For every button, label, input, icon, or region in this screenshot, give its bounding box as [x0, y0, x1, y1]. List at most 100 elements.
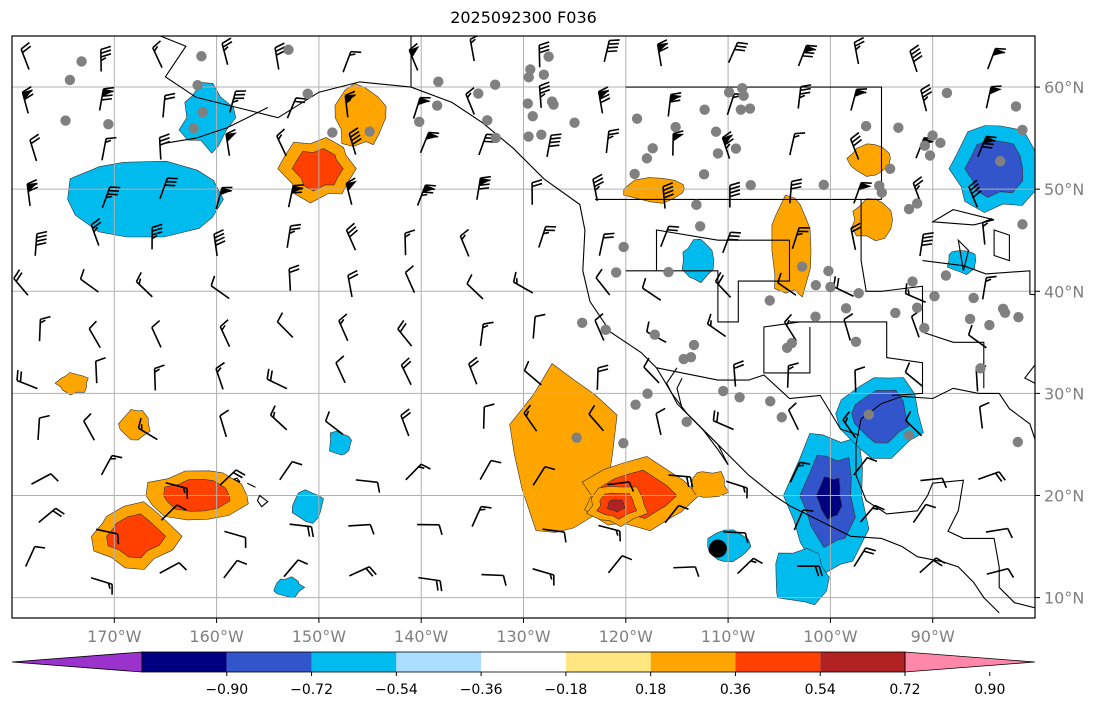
station-marker	[723, 87, 735, 98]
station-marker	[796, 261, 808, 272]
station-marker	[600, 324, 611, 335]
wind-barb	[853, 36, 865, 65]
wind-barb	[419, 131, 440, 154]
wind-barb	[605, 128, 620, 154]
wind-barb	[13, 269, 29, 296]
wind-barb	[88, 320, 101, 349]
negative-anomaly-6-level-1	[775, 547, 830, 606]
negative-anomaly-5-level-2	[851, 389, 910, 444]
lon-label: 170°W	[87, 627, 142, 646]
wind-barb	[656, 39, 669, 67]
station-marker	[197, 106, 208, 118]
wind-barb	[672, 130, 685, 156]
wind-barb	[512, 271, 534, 294]
station-marker	[781, 342, 793, 354]
wind-barb	[598, 232, 615, 256]
wind-barb	[673, 566, 700, 578]
maui-island	[247, 482, 256, 488]
negative-anomaly-9	[329, 430, 352, 456]
wind-barb	[90, 577, 113, 595]
anomaly-fill-layer	[54, 82, 1035, 606]
lon-label: 150°W	[292, 627, 347, 646]
colorbar-bin	[820, 652, 905, 672]
station-marker	[876, 187, 888, 198]
wind-barb	[100, 45, 112, 72]
wind-barb	[481, 573, 507, 586]
station-marker	[536, 129, 547, 140]
station-marker	[884, 163, 896, 174]
wind-barb	[405, 463, 431, 481]
wind-barb	[706, 313, 727, 338]
wind-barb	[978, 471, 1006, 482]
wind-barb	[400, 408, 412, 437]
colorbar-extend-low	[11, 651, 143, 673]
lat-label: 30°N	[1044, 384, 1084, 403]
wind-barb	[532, 465, 556, 486]
baja-outer-coast	[666, 367, 729, 466]
station-marker	[734, 392, 745, 403]
station-marker	[525, 64, 536, 75]
wind-barb	[842, 411, 857, 439]
lon-label: 90°W	[911, 627, 955, 646]
station-marker	[903, 430, 915, 441]
wind-barb	[95, 528, 120, 545]
station-marker	[630, 399, 641, 410]
wind-barb	[469, 36, 479, 62]
positive-anomaly-14-level-1	[118, 409, 151, 441]
state-borders-central	[860, 199, 985, 389]
station-marker	[975, 363, 986, 374]
wind-barb	[276, 128, 287, 157]
positive-anomaly-13-level-1	[54, 372, 89, 396]
colorbar-label: −0.54	[375, 682, 418, 698]
wind-barb	[219, 319, 231, 347]
wind-barb	[919, 232, 934, 257]
station-marker	[473, 88, 484, 99]
station-marker	[103, 118, 114, 130]
wind-barb	[151, 319, 162, 348]
wind-barb	[159, 177, 178, 200]
wind-barb	[404, 265, 416, 293]
station-marker	[691, 199, 702, 211]
station-marker	[840, 303, 852, 314]
station-marker	[890, 307, 901, 319]
wind-barb	[532, 568, 555, 586]
wind-barb	[289, 523, 315, 538]
station-marker	[984, 319, 995, 331]
wind-barb	[417, 523, 443, 536]
station-marker	[489, 79, 501, 90]
colorbar-label: −0.18	[544, 682, 587, 698]
state-borders-west	[625, 229, 791, 323]
wind-barb	[607, 555, 633, 574]
wind-barb	[349, 566, 377, 577]
wind-barb	[920, 477, 948, 489]
wind-barb	[344, 90, 357, 118]
positive-anomaly-13	[54, 372, 89, 396]
wind-barb	[287, 184, 304, 208]
station-marker	[196, 51, 207, 62]
station-marker	[523, 131, 534, 142]
wind-barb	[588, 404, 605, 432]
station-marker	[718, 385, 729, 397]
wind-barbs	[13, 36, 1015, 595]
station-marker	[823, 265, 834, 277]
wind-barb	[523, 404, 538, 432]
lat-label: 50°N	[1044, 180, 1084, 199]
state-borders-sw	[763, 321, 811, 374]
wind-barb	[793, 509, 814, 531]
station-marker	[546, 96, 558, 107]
wind-barb	[967, 324, 987, 349]
colorbar-bin	[311, 652, 397, 672]
wind-barb	[162, 92, 176, 118]
station-marker	[712, 148, 724, 159]
station-marker	[810, 311, 821, 322]
colorbar-label: −0.72	[290, 682, 333, 698]
negative-anomaly-6	[775, 547, 830, 606]
wind-barb	[849, 131, 863, 160]
wind-barb	[854, 366, 866, 393]
wind-barb	[722, 231, 741, 254]
lon-label: 130°W	[496, 627, 551, 646]
station-marker	[688, 339, 700, 351]
station-marker	[569, 117, 580, 128]
wind-barb	[16, 370, 38, 390]
